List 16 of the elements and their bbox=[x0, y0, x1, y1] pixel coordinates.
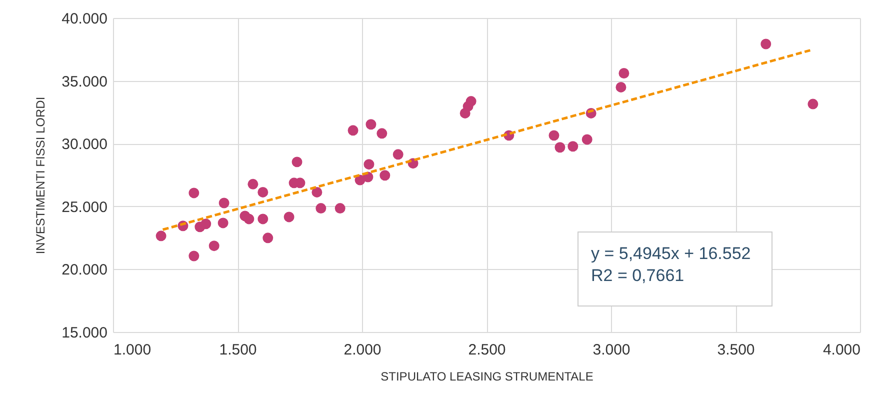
y-tick-label: 30.000 bbox=[62, 136, 108, 154]
x-tick-label: 2.500 bbox=[468, 342, 506, 358]
y-axis-title: INVESTIMENTI FISSI LORDI bbox=[34, 96, 48, 254]
x-tick-label: 4.000 bbox=[822, 342, 860, 358]
x-axis-title: STIPULATO LEASING STRUMENTALE bbox=[380, 370, 594, 384]
y-tick-label: 40.000 bbox=[62, 10, 108, 28]
y-tick-label: 15.000 bbox=[62, 324, 108, 342]
x-tick-label: 1.000 bbox=[114, 342, 152, 358]
x-tick-label: 3.000 bbox=[592, 342, 630, 358]
x-tick-label: 2.000 bbox=[344, 342, 382, 358]
y-tick-label: 20.000 bbox=[62, 262, 108, 279]
y-tick-label: 25.000 bbox=[62, 198, 108, 216]
annotation: y = 5,4945x + 16.552 R2 = 0,7661 bbox=[591, 244, 751, 285]
x-tick-label: 1.500 bbox=[219, 342, 257, 358]
y-tick-label: 35.000 bbox=[62, 73, 108, 90]
x-tick-label: 3.500 bbox=[717, 342, 755, 358]
